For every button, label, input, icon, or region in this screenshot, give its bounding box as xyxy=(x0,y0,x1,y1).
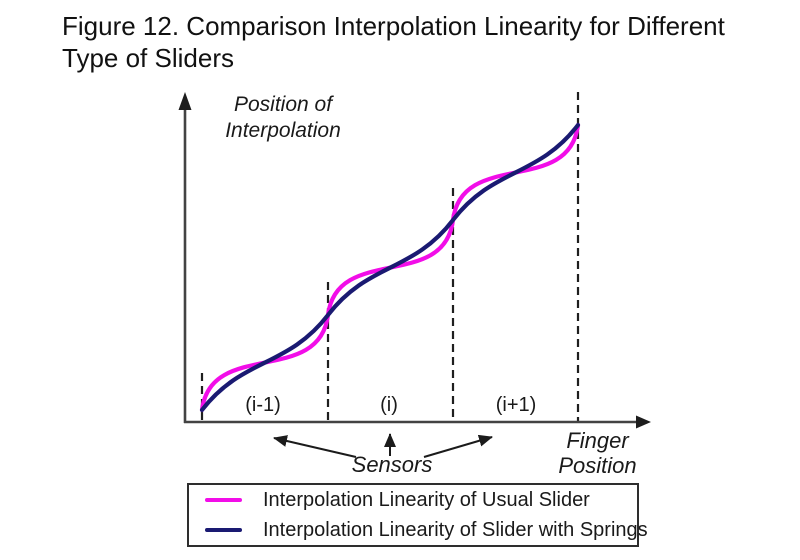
y-axis-arrowhead-icon xyxy=(178,92,192,110)
sensors-arrow-right xyxy=(423,434,493,458)
legend-swatch-slider-with-springs xyxy=(205,527,242,533)
segment-label-i-plus-1: (i+1) xyxy=(495,394,537,416)
y-axis-label-line-1: Position of xyxy=(233,93,333,116)
curve-slider-with-springs xyxy=(199,122,581,413)
segment-label-i-minus-1: (i-1) xyxy=(245,394,281,416)
x-axis-arrowhead-icon xyxy=(636,415,651,429)
sensors-arrow-left xyxy=(273,435,357,458)
figure-caption-line-1: Figure 12. Comparison Interpolation Line… xyxy=(62,11,725,41)
legend-item-usual-slider: Interpolation Linearity of Usual Slider xyxy=(189,489,637,512)
figure-caption: Figure 12. Comparison Interpolation Line… xyxy=(62,10,752,74)
x-axis-label-line-1: Finger xyxy=(566,428,629,453)
legend-label-slider-with-springs: Interpolation Linearity of Slider with S… xyxy=(263,518,648,541)
legend-item-slider-with-springs: Interpolation Linearity of Slider with S… xyxy=(189,519,648,542)
x-axis-label-line-2: Position xyxy=(558,453,637,478)
sensors-annotation-label: Sensors xyxy=(351,452,433,477)
segment-label-i: (i) xyxy=(380,394,398,416)
legend-swatch-usual-slider xyxy=(205,497,242,503)
figure-caption-line-2: Type of Sliders xyxy=(62,43,234,73)
x-axis-label: Finger Position xyxy=(540,428,655,478)
chart-legend: Interpolation Linearity of Usual Slider … xyxy=(187,483,648,547)
y-axis-label: Position of Interpolation xyxy=(198,92,368,144)
legend-label-usual-slider: Interpolation Linearity of Usual Slider xyxy=(263,488,590,511)
y-axis-label-line-2: Interpolation xyxy=(225,119,341,142)
